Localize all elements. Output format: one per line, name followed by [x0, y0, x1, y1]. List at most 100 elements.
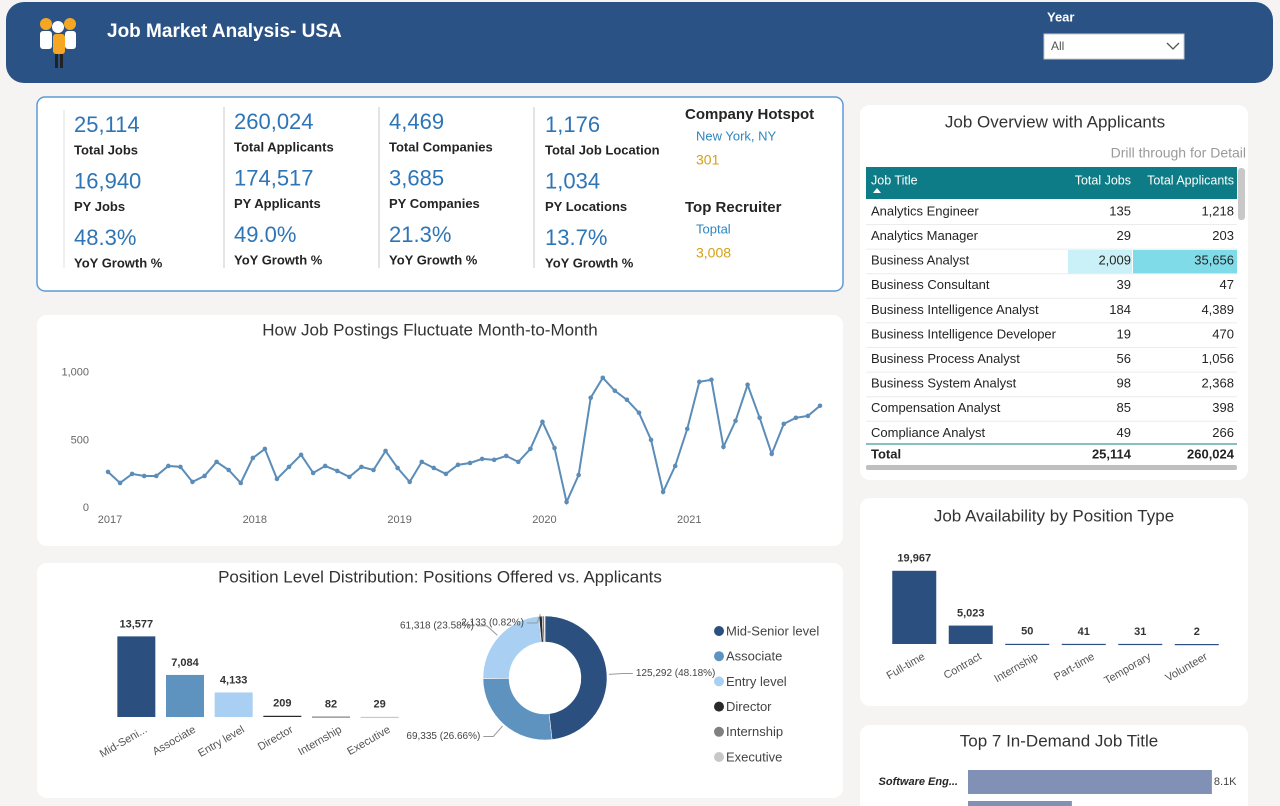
highlight-value: 301: [696, 152, 720, 168]
legend-label: Mid-Senior level: [726, 623, 819, 638]
kpi-value: 25,114: [74, 112, 140, 137]
bar: [948, 625, 993, 644]
x-tick-label: 2020: [532, 514, 556, 526]
data-point: [781, 421, 787, 427]
data-point: [395, 465, 400, 471]
kpi-label: YoY Growth %: [234, 252, 323, 267]
bar: [166, 674, 204, 717]
kpi-value: 174,517: [234, 165, 314, 190]
kpi-value: 1,176: [545, 112, 600, 137]
data-point: [660, 489, 666, 495]
x-tick-label: 2017: [98, 514, 122, 526]
legend-marker: [714, 626, 724, 636]
table-cell: 1,218: [1201, 203, 1234, 218]
donut-slice: [544, 615, 608, 740]
data-point: [733, 418, 738, 424]
data-point: [190, 479, 195, 485]
legend-label: Internship: [726, 724, 783, 739]
data-point: [528, 446, 533, 452]
sort-icon: [873, 188, 881, 193]
chart-title: Position Level Distribution: Positions O…: [218, 567, 662, 586]
table-cell: Compliance Analyst: [871, 425, 986, 440]
filter-label: Year: [1047, 9, 1074, 24]
bar: [892, 570, 937, 644]
highlight-title: Top Recruiter: [685, 199, 782, 216]
table-cell: Business Consultant: [871, 277, 990, 292]
value-label: 2: [1194, 626, 1200, 638]
data-point: [322, 463, 328, 469]
header-title: Job Market Analysis- USA: [107, 21, 342, 42]
kpi-label: Total Companies: [389, 139, 493, 154]
table-total: 260,024: [1187, 446, 1235, 461]
data-point: [817, 403, 823, 409]
legend-marker: [714, 651, 724, 662]
year-dropdown[interactable]: All: [1043, 33, 1185, 60]
table-cell: 85: [1117, 400, 1131, 415]
data-point: [564, 499, 569, 505]
table-cell: 39: [1117, 277, 1131, 292]
y-tick-label: 0: [83, 502, 89, 514]
value-label: 50: [1021, 626, 1033, 638]
table-title: Job Overview with Applicants: [945, 112, 1165, 131]
dropdown-chevron[interactable]: [1166, 42, 1180, 50]
legend-label: Executive: [726, 749, 782, 764]
kpi-card: [36, 96, 844, 292]
kpi-value: 21.3%: [389, 222, 451, 247]
kpi-label: Total Applicants: [234, 139, 334, 154]
table-cell: 56: [1117, 351, 1131, 366]
highlight-name: New York, NY: [696, 128, 777, 143]
legend-label: Director: [726, 699, 772, 714]
kpi-label: Total Job Location: [545, 142, 660, 157]
table-panel: [860, 105, 1248, 480]
data-point: [117, 480, 123, 486]
table-cell: 35,656: [1194, 253, 1234, 268]
table-cell: Analytics Engineer: [871, 203, 979, 218]
data-point: [371, 467, 376, 473]
data-point: [153, 473, 159, 479]
scrollbar[interactable]: [1238, 168, 1245, 220]
data-point: [202, 473, 207, 479]
bar: [312, 716, 350, 718]
data-point: [552, 445, 557, 451]
data-point: [310, 470, 316, 476]
data-point: [491, 457, 497, 463]
data-point: [334, 468, 340, 474]
cell-highlight: [1068, 250, 1132, 274]
table-cell: 470: [1212, 326, 1234, 341]
value-label: 29: [374, 699, 386, 711]
data-point: [262, 446, 268, 452]
data-point: [684, 426, 690, 432]
cell-highlight: [1133, 250, 1237, 274]
table-cell: 4,389: [1201, 302, 1234, 317]
data-point: [238, 480, 244, 486]
data-point: [226, 467, 231, 473]
slice-label: 61,318 (23.58%): [400, 621, 474, 632]
dropdown-box[interactable]: [1043, 33, 1185, 60]
table-cell: 19: [1117, 326, 1131, 341]
y-tick-label: 500: [71, 434, 89, 446]
bar: [1005, 643, 1050, 646]
data-point: [347, 474, 352, 480]
legend-label: Associate: [726, 649, 782, 664]
data-point: [407, 479, 412, 485]
data-point: [250, 455, 256, 461]
data-point: [769, 451, 775, 457]
legend-marker: [714, 701, 724, 712]
highlight-value: 3,008: [696, 245, 731, 261]
table-total: 25,114: [1092, 446, 1132, 461]
kpi-value: 3,685: [389, 165, 444, 190]
h-scrollbar[interactable]: [866, 465, 1237, 470]
x-tick-label: 2021: [677, 514, 701, 526]
slice-label: 69,335 (26.66%): [406, 731, 480, 742]
table-cell: 47: [1220, 277, 1234, 292]
data-point: [612, 388, 618, 394]
data-point: [600, 375, 606, 381]
dropdown-value[interactable]: All: [1051, 39, 1064, 53]
data-point: [455, 462, 461, 468]
chart-title: Top 7 In-Demand Job Title: [960, 731, 1158, 750]
data-point: [793, 415, 799, 421]
value-label: 8.1K: [1214, 776, 1237, 788]
data-point: [274, 476, 280, 482]
legend-label: Entry level: [726, 674, 787, 689]
